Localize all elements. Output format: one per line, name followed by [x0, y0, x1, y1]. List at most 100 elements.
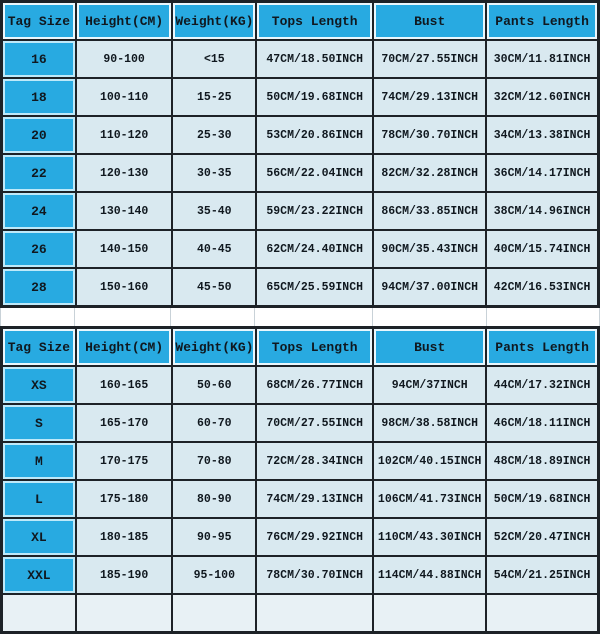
tag-size-cell: 28	[3, 269, 75, 305]
value-cell: 36CM/14.17INCH	[487, 155, 597, 191]
value-cell: 40CM/15.74INCH	[487, 231, 597, 267]
value-cell: 62CM/24.40INCH	[257, 231, 373, 267]
column-header: Height(CM)	[76, 3, 172, 39]
value-cell: 68CM/26.77INCH	[257, 367, 373, 403]
table-row: XXL 185-190 95-100 78CM/30.70INCH 114CM/44.8…	[3, 557, 597, 593]
value-cell: 100-110	[76, 79, 172, 115]
value-cell: 170-175	[76, 443, 172, 479]
value-cell: 38CM/14.96INCH	[487, 193, 597, 229]
empty-cell	[76, 595, 172, 631]
value-cell: 95-100	[173, 557, 256, 593]
table-row: 16 90-100 <15 47CM/18.50INCH 70CM/27.55INCH 3…	[3, 41, 597, 77]
column-header: Tops Length	[257, 3, 373, 39]
column-header: Tag Size	[3, 329, 75, 365]
table-row: 28 150-160 45-50 65CM/25.59INCH 94CM/37.00IN…	[3, 269, 597, 305]
gap-gridline	[255, 308, 373, 326]
value-cell: 42CM/16.53INCH	[487, 269, 597, 305]
value-cell: 25-30	[173, 117, 256, 153]
column-header: Bust	[374, 3, 486, 39]
tag-size-cell: XS	[3, 367, 75, 403]
value-cell: 70CM/27.55INCH	[374, 41, 486, 77]
value-cell: 52CM/20.47INCH	[487, 519, 597, 555]
value-cell: 34CM/13.38INCH	[487, 117, 597, 153]
tag-size-cell: L	[3, 481, 75, 517]
tag-size-cell: XXL	[3, 557, 75, 593]
value-cell: 120-130	[76, 155, 172, 191]
gap-gridline	[373, 308, 487, 326]
value-cell: 86CM/33.85INCH	[374, 193, 486, 229]
value-cell: 65CM/25.59INCH	[257, 269, 373, 305]
table-row: L 175-180 80-90 74CM/29.13INCH 106CM/41.73IN…	[3, 481, 597, 517]
header-row: Tag Size Height(CM) Weight(KG) Tops Length B…	[3, 3, 597, 39]
value-cell: 98CM/38.58INCH	[374, 405, 486, 441]
value-cell: 110CM/43.30INCH	[374, 519, 486, 555]
column-header: Tops Length	[257, 329, 373, 365]
tag-size-cell: XL	[3, 519, 75, 555]
empty-cell	[487, 595, 597, 631]
value-cell: 165-170	[76, 405, 172, 441]
value-cell: 60-70	[173, 405, 256, 441]
empty-cell	[257, 595, 373, 631]
tag-size-cell: 18	[3, 79, 75, 115]
value-cell: 106CM/41.73INCH	[374, 481, 486, 517]
value-cell: 114CM/44.88INCH	[374, 557, 486, 593]
value-cell: 180-185	[76, 519, 172, 555]
value-cell: 76CM/29.92INCH	[257, 519, 373, 555]
tag-size-cell: M	[3, 443, 75, 479]
column-header: Height(CM)	[76, 329, 172, 365]
table-row: 26 140-150 40-45 62CM/24.40INCH 90CM/35.43IN…	[3, 231, 597, 267]
tag-size-cell: 22	[3, 155, 75, 191]
value-cell: 78CM/30.70INCH	[257, 557, 373, 593]
value-cell: 72CM/28.34INCH	[257, 443, 373, 479]
value-cell: 150-160	[76, 269, 172, 305]
value-cell: 160-165	[76, 367, 172, 403]
empty-cell	[173, 595, 256, 631]
column-header: Pants Length	[487, 329, 597, 365]
tag-size-cell: S	[3, 405, 75, 441]
gap-gridline	[171, 308, 256, 326]
gap-gridline	[75, 308, 172, 326]
value-cell: 74CM/29.13INCH	[257, 481, 373, 517]
value-cell: 46CM/18.11INCH	[487, 405, 597, 441]
value-cell: 35-40	[173, 193, 256, 229]
value-cell: 48CM/18.89INCH	[487, 443, 597, 479]
value-cell: 94CM/37.00INCH	[374, 269, 486, 305]
column-header: Weight(KG)	[173, 3, 256, 39]
table-row: 22 120-130 30-35 56CM/22.04INCH 82CM/32.28IN…	[3, 155, 597, 191]
value-cell: 30-35	[173, 155, 256, 191]
value-cell: 47CM/18.50INCH	[257, 41, 373, 77]
table-gap	[0, 308, 600, 326]
value-cell: 15-25	[173, 79, 256, 115]
value-cell: 90-100	[76, 41, 172, 77]
value-cell: 90CM/35.43INCH	[374, 231, 486, 267]
value-cell: 40-45	[173, 231, 256, 267]
empty-cell	[374, 595, 486, 631]
value-cell: 50CM/19.68INCH	[257, 79, 373, 115]
empty-cell	[3, 595, 75, 631]
gap-gridline	[487, 308, 599, 326]
column-header: Weight(KG)	[173, 329, 256, 365]
table-row: 18 100-110 15-25 50CM/19.68INCH 74CM/29.13IN…	[3, 79, 597, 115]
value-cell: 56CM/22.04INCH	[257, 155, 373, 191]
value-cell: 90-95	[173, 519, 256, 555]
value-cell: 130-140	[76, 193, 172, 229]
clipped-partial-row	[3, 595, 597, 631]
header-row: Tag Size Height(CM) Weight(KG) Tops Length B…	[3, 329, 597, 365]
value-cell: 44CM/17.32INCH	[487, 367, 597, 403]
value-cell: 110-120	[76, 117, 172, 153]
value-cell: 45-50	[173, 269, 256, 305]
value-cell: 102CM/40.15INCH	[374, 443, 486, 479]
value-cell: 80-90	[173, 481, 256, 517]
value-cell: 140-150	[76, 231, 172, 267]
table-row: 20 110-120 25-30 53CM/20.86INCH 78CM/30.70IN…	[3, 117, 597, 153]
value-cell: 50-60	[173, 367, 256, 403]
value-cell: 30CM/11.81INCH	[487, 41, 597, 77]
value-cell: 94CM/37INCH	[374, 367, 486, 403]
table-row: XS 160-165 50-60 68CM/26.77INCH 94CM/37INCH 4…	[3, 367, 597, 403]
value-cell: 32CM/12.60INCH	[487, 79, 597, 115]
value-cell: 74CM/29.13INCH	[374, 79, 486, 115]
value-cell: <15	[173, 41, 256, 77]
table-row: XL 180-185 90-95 76CM/29.92INCH 110CM/43.30I…	[3, 519, 597, 555]
column-header: Bust	[374, 329, 486, 365]
